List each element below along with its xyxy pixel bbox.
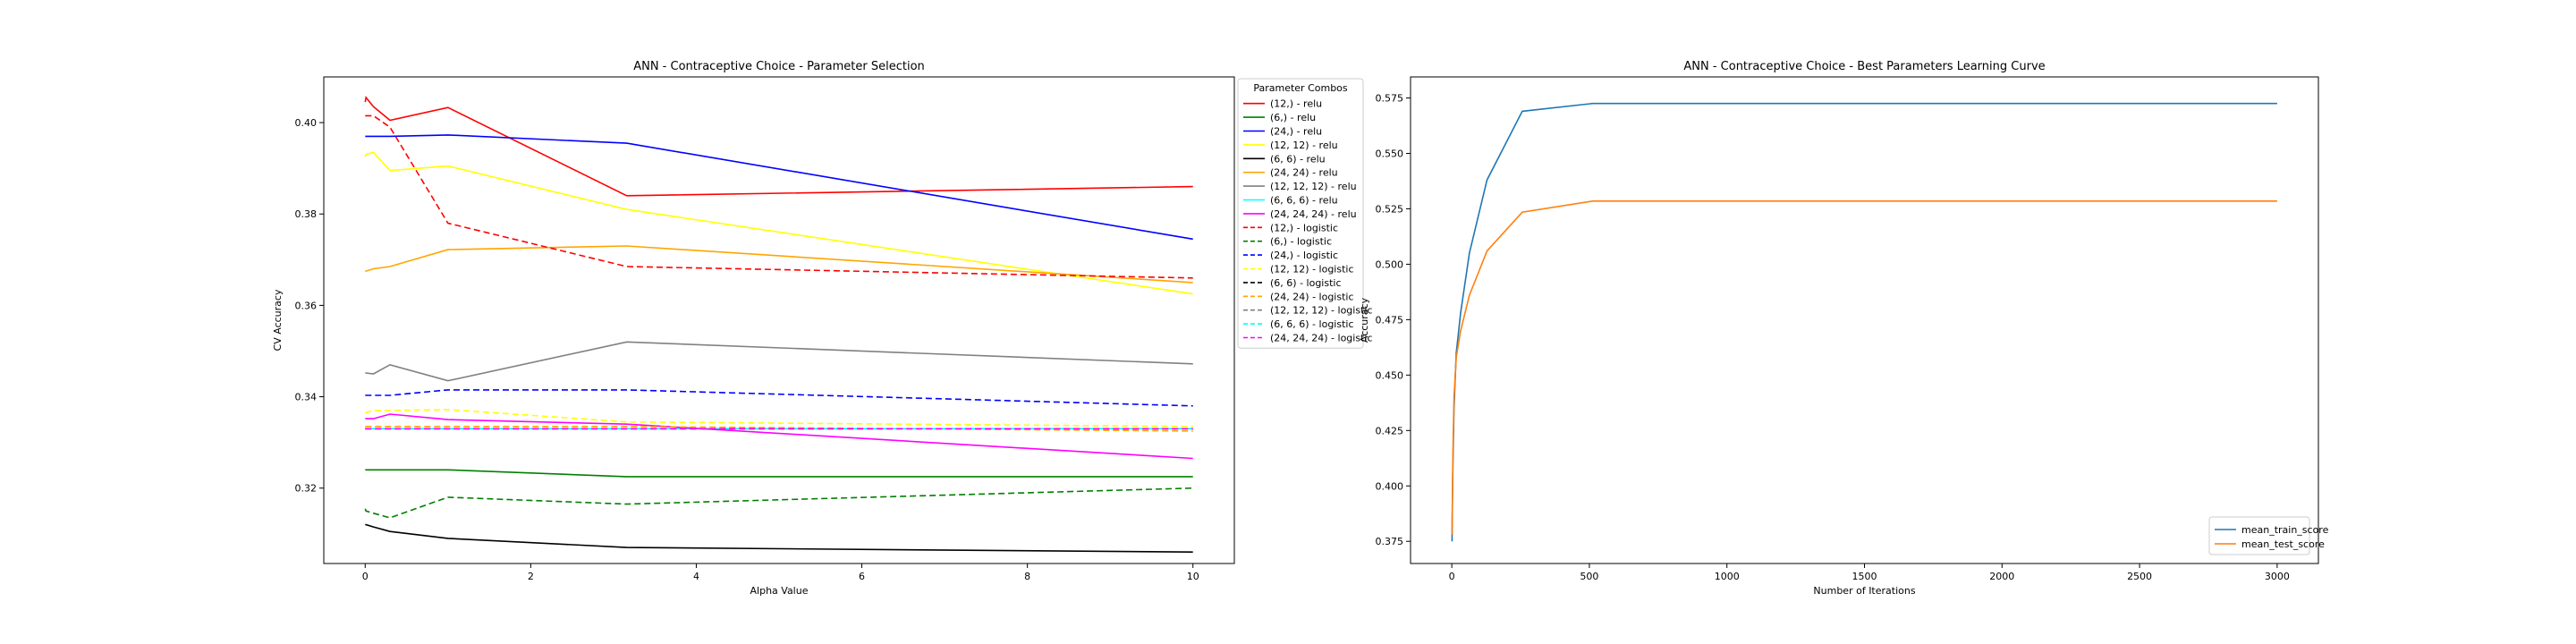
x-axis-label: Alpha Value bbox=[750, 585, 809, 597]
x-tick-label: 8 bbox=[1024, 571, 1030, 582]
x-axis-label: Number of Iterations bbox=[1813, 585, 1915, 597]
legend-box bbox=[1237, 78, 1364, 349]
legend-entry: (24, 24, 24) - logistic bbox=[1270, 333, 1373, 344]
legend-entry: (6, 6, 6) - relu bbox=[1270, 195, 1338, 207]
y-tick-label: 0.34 bbox=[295, 392, 318, 403]
legend-entry: (24, 24, 24) - relu bbox=[1270, 208, 1357, 220]
legend-entry: (24,) - relu bbox=[1270, 126, 1322, 138]
chart-title: ANN - Contraceptive Choice - Parameter S… bbox=[633, 60, 925, 73]
y-tick-label: 0.575 bbox=[1376, 93, 1404, 105]
y-tick-label: 0.500 bbox=[1376, 258, 1404, 270]
y-tick-label: 0.38 bbox=[295, 208, 318, 220]
x-tick-label: 6 bbox=[859, 571, 865, 582]
legend-box bbox=[2208, 516, 2310, 555]
series-line-6 bbox=[365, 245, 1193, 284]
legend-entry: (12,) - logistic bbox=[1270, 222, 1338, 233]
y-tick-label: 0.36 bbox=[295, 300, 318, 311]
series-line-3 bbox=[365, 134, 1193, 241]
legend-entry: (6,) - relu bbox=[1270, 112, 1316, 123]
legend-entry: (24,) - logistic bbox=[1270, 250, 1338, 261]
series-lines bbox=[1451, 102, 2277, 542]
x-tick-label: 0 bbox=[1449, 571, 1455, 582]
series-line-7 bbox=[365, 341, 1193, 382]
series-line-1 bbox=[364, 96, 1193, 197]
legend-entry: (12, 12) - relu bbox=[1270, 140, 1338, 151]
series-lines bbox=[364, 96, 1193, 553]
x-tick-label: 4 bbox=[693, 571, 699, 582]
series-line-12 bbox=[365, 389, 1193, 407]
series-line-4 bbox=[364, 151, 1193, 295]
legend-entry: (6, 6) - logistic bbox=[1270, 277, 1342, 289]
y-tick-label: 0.425 bbox=[1376, 425, 1404, 436]
y-axis-label: Accuracy bbox=[1359, 297, 1370, 343]
legend: mean_train_score mean_test_score bbox=[2208, 516, 2329, 555]
legend-entry: mean_test_score bbox=[2241, 538, 2325, 550]
x-tick-label: 0 bbox=[362, 571, 369, 582]
legend: Parameter Combos (12,) - relu (6,) - relu (… bbox=[1237, 78, 1373, 349]
legend-entry: (12,) - relu bbox=[1270, 98, 1322, 110]
plot-frame bbox=[323, 76, 1235, 564]
legend-entry: (12, 12, 12) - logistic bbox=[1270, 305, 1373, 317]
x-tick-label: 10 bbox=[1187, 571, 1199, 582]
x-tick-label: 2500 bbox=[2127, 571, 2152, 582]
legend-entry: (24, 24) - relu bbox=[1270, 167, 1338, 179]
x-tick-label: 1500 bbox=[1852, 571, 1877, 582]
series-line-13 bbox=[365, 409, 1193, 428]
series-line-9 bbox=[365, 413, 1193, 460]
y-tick-label: 0.475 bbox=[1376, 314, 1404, 326]
legend-entry: (12, 12, 12) - relu bbox=[1270, 181, 1357, 192]
legend-entry: (24, 24) - logistic bbox=[1270, 291, 1354, 302]
series-line-2 bbox=[365, 469, 1193, 478]
legend-entry: (6, 6) - relu bbox=[1270, 153, 1326, 165]
series-line-5 bbox=[365, 523, 1193, 553]
y-tick-label: 0.375 bbox=[1376, 536, 1404, 547]
series-line-15 bbox=[365, 425, 1193, 432]
legend-entry: (12, 12) - logistic bbox=[1270, 264, 1354, 275]
legend-title: Parameter Combos bbox=[1253, 82, 1348, 94]
series-line-2 bbox=[1451, 200, 2277, 535]
legend-entry: mean_train_score bbox=[2241, 524, 2329, 536]
y-axis-label: CV Accuracy bbox=[272, 289, 284, 351]
series-line-10 bbox=[365, 114, 1193, 279]
x-tick-label: 500 bbox=[1580, 571, 1598, 582]
x-tick-label: 3000 bbox=[2265, 571, 2290, 582]
x-tick-label: 2 bbox=[528, 571, 534, 582]
y-tick-label: 0.525 bbox=[1376, 203, 1404, 215]
chart-2: 0 500 1000 1500 2000 2500 3000 0.375 0.400 0.425 0… bbox=[1359, 60, 2329, 597]
y-tick-label: 0.40 bbox=[295, 117, 318, 129]
chart-title: ANN - Contraceptive Choice - Best Parame… bbox=[1683, 60, 2045, 73]
legend-entry: (6, 6, 6) - logistic bbox=[1270, 318, 1354, 330]
x-tick-label: 2000 bbox=[1989, 571, 2014, 582]
y-tick-label: 0.400 bbox=[1376, 480, 1404, 492]
plot-frame bbox=[1410, 76, 2319, 564]
y-tick-label: 0.550 bbox=[1376, 148, 1404, 160]
legend-entry: (6,) - logistic bbox=[1270, 236, 1332, 248]
chart-1: 0 2 4 6 8 10 0.32 0.34 0.36 0.38 0.40 ANN - Contrac… bbox=[272, 60, 1373, 597]
series-line-11 bbox=[364, 487, 1193, 519]
y-tick-label: 0.32 bbox=[295, 483, 318, 495]
series-line-1 bbox=[1451, 102, 2277, 542]
y-tick-label: 0.450 bbox=[1376, 369, 1404, 381]
x-tick-label: 1000 bbox=[1715, 571, 1740, 582]
